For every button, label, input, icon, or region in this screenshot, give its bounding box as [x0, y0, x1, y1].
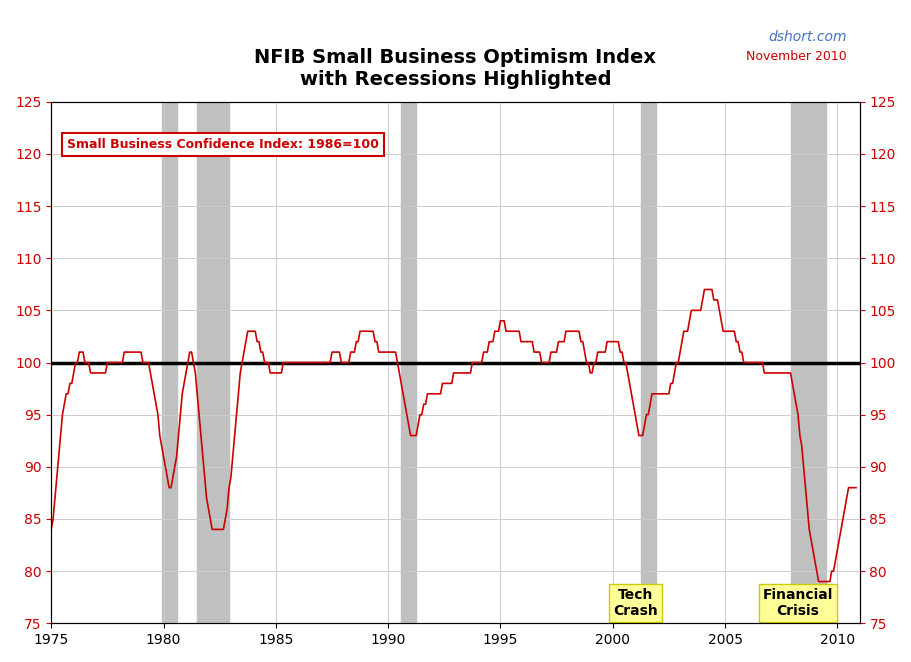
Bar: [197, 102, 229, 624]
Text: Small Business Confidence Index: 1986=100: Small Business Confidence Index: 1986=10…: [67, 138, 379, 152]
Text: Tech
Crash: Tech Crash: [613, 588, 658, 618]
Bar: [161, 102, 177, 624]
Title: NFIB Small Business Optimism Index
with Recessions Highlighted: NFIB Small Business Optimism Index with …: [254, 48, 657, 89]
Bar: [401, 102, 416, 624]
Text: Financial
Crisis: Financial Crisis: [763, 588, 834, 618]
Text: November 2010: November 2010: [746, 50, 847, 63]
Bar: [791, 102, 826, 624]
Bar: [640, 102, 656, 624]
Text: dshort.com: dshort.com: [769, 30, 847, 44]
